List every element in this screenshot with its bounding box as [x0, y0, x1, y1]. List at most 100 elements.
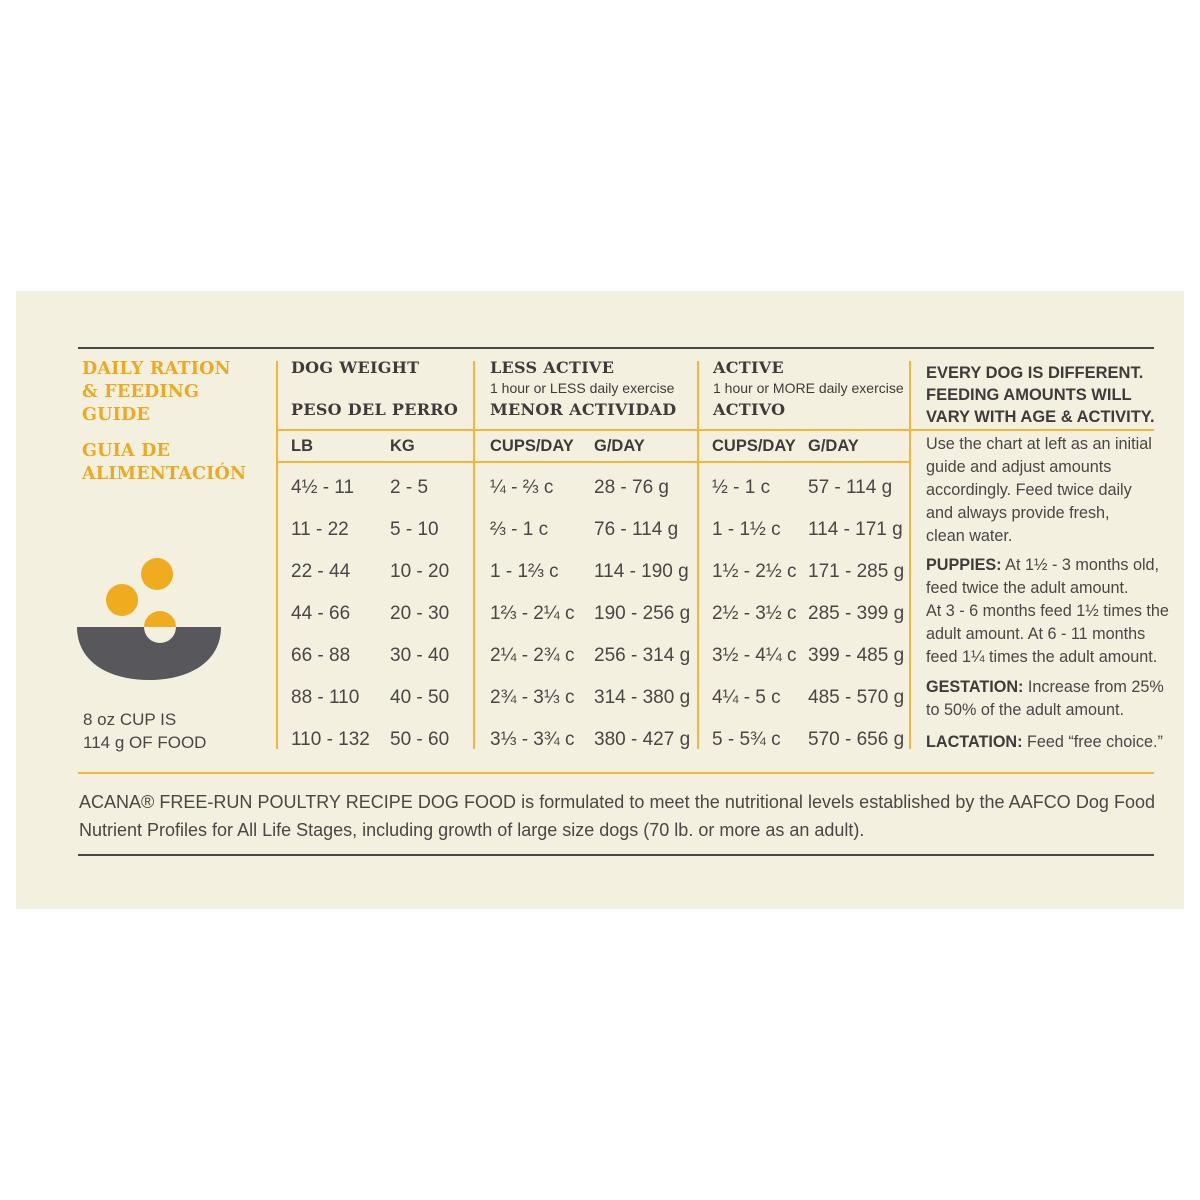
cell-cups-active: 1 - 1½ c [712, 519, 781, 540]
sidebar-heading: EVERY DOG IS DIFFERENT. FEEDING AMOUNTS … [926, 362, 1155, 428]
cell-cups-active: 5 - 5¾ c [712, 729, 781, 750]
top-rule [78, 347, 1154, 349]
middle-rule [78, 772, 1154, 774]
lactation-note: LACTATION: Feed “free choice.” [926, 731, 1163, 754]
puppies-text-line: feed 1¼ times the adult amount. [926, 648, 1158, 666]
dog-weight-header: DOG WEIGHT [291, 358, 420, 377]
column-header-lb: LB [291, 437, 313, 455]
less-active-subtitle: 1 hour or LESS daily exercise [490, 380, 675, 396]
column-header-kg: KG [390, 437, 415, 455]
cell-lb: 44 - 66 [291, 603, 351, 624]
cell-kg: 30 - 40 [390, 645, 450, 666]
guide-title-es: GUIA DE ALIMENTACIÓN [82, 440, 246, 486]
lactation-label: LACTATION: [926, 733, 1023, 751]
cell-grams-active: 114 - 171 g [808, 519, 903, 540]
cell-lb: 22 - 44 [291, 561, 351, 582]
cell-grams-active: 171 - 285 g [808, 561, 905, 582]
menor-actividad-header: MENOR ACTIVIDAD [490, 400, 677, 419]
cell-grams-active: 57 - 114 g [808, 477, 893, 498]
kibble-icon [144, 627, 176, 643]
cell-cups-active: 2½ - 3½ c [712, 603, 797, 624]
footer-line: ACANA® FREE-RUN POULTRY RECIPE DOG FOOD … [79, 792, 1155, 812]
cell-cups-active: 1½ - 2½ c [712, 561, 797, 582]
puppies-note: PUPPIES: At 1½ - 3 months old, feed twic… [926, 554, 1169, 669]
gestation-text: Increase from 25% [1023, 678, 1164, 696]
gestation-label: GESTATION: [926, 678, 1024, 696]
guide-title-line: DAILY RATION [82, 359, 231, 379]
cell-kg: 20 - 30 [390, 603, 450, 624]
feeding-guide-panel [16, 291, 1184, 909]
gestation-note: GESTATION: Increase from 25% to 50% of t… [926, 676, 1164, 722]
cell-grams-less: 28 - 76 g [594, 477, 669, 498]
sidebar-intro-line: accordingly. Feed twice daily [926, 481, 1132, 499]
column-header-cups-active: CUPS/DAY [712, 437, 796, 455]
cell-cups-less: 2¾ - 3⅓ c [490, 687, 575, 708]
sidebar-intro-line: and always provide fresh, [926, 504, 1110, 522]
food-bowl-icon [77, 558, 221, 680]
kibble-icon [141, 558, 173, 590]
column-header-grams-less: G/DAY [594, 437, 645, 455]
less-active-header: LESS ACTIVE [490, 358, 615, 377]
puppies-text: At 1½ - 3 months old, [1001, 556, 1160, 574]
kibble-icon [144, 611, 176, 627]
cell-grams-less: 380 - 427 g [594, 729, 691, 750]
cell-grams-less: 114 - 190 g [594, 561, 689, 582]
cell-grams-less: 190 - 256 g [594, 603, 691, 624]
column-divider-4 [909, 361, 911, 749]
cell-lb: 66 - 88 [291, 645, 351, 666]
active-header: ACTIVE [713, 358, 784, 377]
cell-cups-active: 4¼ - 5 c [712, 687, 781, 708]
sidebar-heading-line: VARY WITH AGE & ACTIVITY. [926, 408, 1155, 426]
footer-statement: ACANA® FREE-RUN POULTRY RECIPE DOG FOOD … [79, 788, 1155, 844]
cell-lb: 88 - 110 [291, 687, 360, 708]
kibble-icon [106, 584, 138, 616]
active-subtitle: 1 hour or MORE daily exercise [713, 380, 904, 396]
column-header-grams-active: G/DAY [808, 437, 859, 455]
cell-lb: 4½ - 11 [291, 477, 355, 498]
cell-grams-active: 570 - 656 g [808, 729, 905, 750]
cell-cups-less: ¼ - ⅔ c [490, 477, 554, 498]
lactation-text: Feed “free choice.” [1022, 733, 1163, 751]
guide-title-line: & FEEDING [82, 382, 200, 402]
puppies-text-line: At 3 - 6 months feed 1½ times the [926, 602, 1169, 620]
sidebar-intro-line: clean water. [926, 527, 1013, 545]
sidebar-intro: Use the chart at left as an initial guid… [926, 433, 1152, 548]
column-divider-1 [276, 361, 278, 749]
activo-header: ACTIVO [713, 400, 786, 419]
column-divider-2 [473, 361, 475, 749]
cell-kg: 40 - 50 [390, 687, 450, 708]
bowl-icon [77, 627, 221, 680]
cell-cups-less: ⅔ - 1 c [490, 519, 549, 540]
cell-kg: 5 - 10 [390, 519, 439, 540]
footer-line: Nutrient Profiles for All Life Stages, i… [79, 820, 865, 840]
puppies-text-line: adult amount. At 6 - 11 months [926, 625, 1146, 643]
peso-del-perro-header: PESO DEL PERRO [291, 400, 459, 419]
header-rule [278, 429, 911, 431]
guide-title-line: GUIDE [82, 405, 150, 425]
cell-lb: 11 - 22 [291, 519, 349, 540]
guide-title-line: GUIA DE [82, 441, 170, 461]
cell-cups-less: 2¼ - 2¾ c [490, 645, 575, 666]
sidebar-heading-line: FEEDING AMOUNTS WILL [926, 386, 1132, 404]
guide-title-line: ALIMENTACIÓN [82, 464, 247, 484]
sidebar-intro-line: guide and adjust amounts [926, 458, 1112, 476]
cell-kg: 50 - 60 [390, 729, 450, 750]
cup-size-note: 8 oz CUP IS 114 g OF FOOD [83, 708, 206, 754]
cell-kg: 2 - 5 [390, 477, 429, 498]
cell-cups-active: ½ - 1 c [712, 477, 771, 498]
column-header-cups-less: CUPS/DAY [490, 437, 574, 455]
cell-grams-active: 399 - 485 g [808, 645, 905, 666]
cell-grams-less: 256 - 314 g [594, 645, 691, 666]
cell-grams-active: 485 - 570 g [808, 687, 905, 708]
guide-title-en: DAILY RATION & FEEDING GUIDE [82, 358, 231, 427]
sidebar-rule [911, 429, 1154, 431]
sidebar-heading-line: EVERY DOG IS DIFFERENT. [926, 364, 1144, 382]
puppies-text-line: feed twice the adult amount. [926, 579, 1129, 597]
column-header-rule [278, 461, 911, 463]
puppies-label: PUPPIES: [926, 556, 1002, 574]
cell-cups-less: 1 - 1⅔ c [490, 561, 559, 582]
cell-grams-active: 285 - 399 g [808, 603, 905, 624]
bottom-rule [78, 854, 1154, 856]
gestation-text-line: to 50% of the adult amount. [926, 701, 1124, 719]
cell-cups-less: 3⅓ - 3¾ c [490, 729, 575, 750]
